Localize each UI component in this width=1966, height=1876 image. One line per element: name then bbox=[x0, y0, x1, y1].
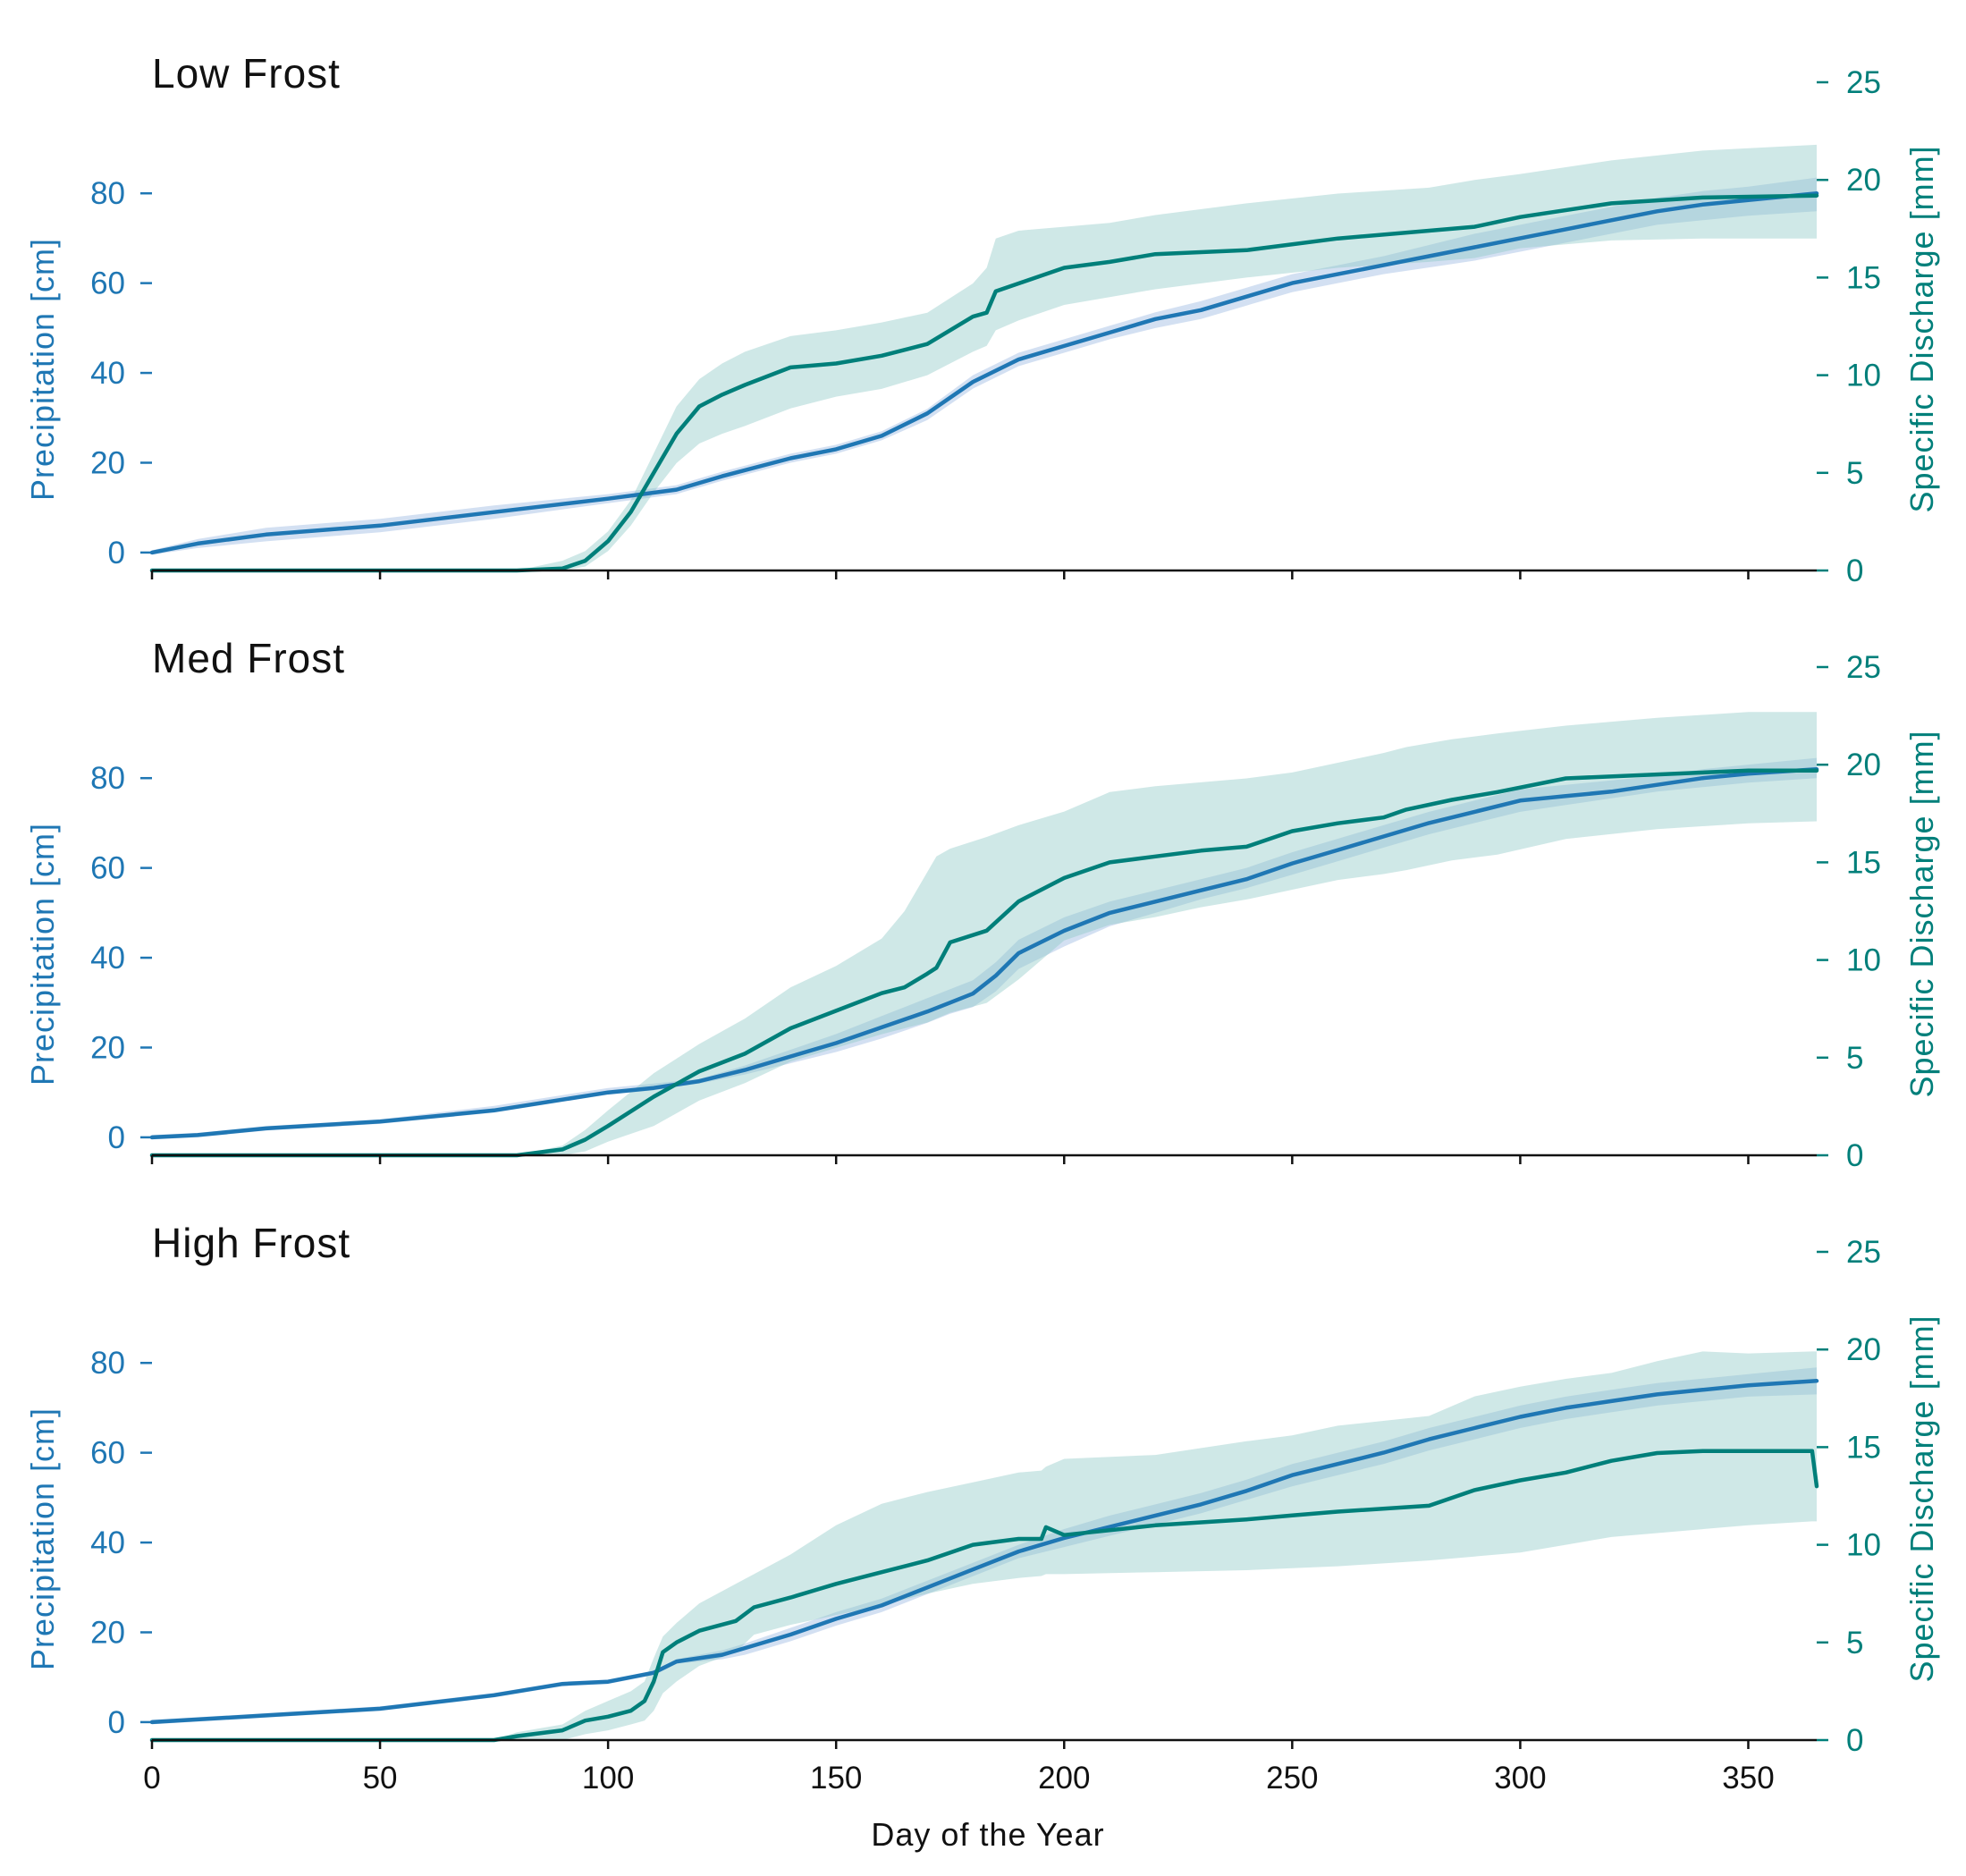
y-left-axis-title: Precipitation [cm] bbox=[24, 238, 61, 501]
y-right-tick-label: 5 bbox=[1846, 456, 1863, 491]
y-left-tick-label: 20 bbox=[90, 1030, 125, 1065]
y-left-tick-label: 40 bbox=[90, 941, 125, 976]
y-left-axis-title: Precipitation [cm] bbox=[24, 1407, 61, 1670]
y-right-tick-label: 20 bbox=[1846, 748, 1881, 782]
panel-title: Low Frost bbox=[152, 50, 341, 97]
y-left-tick-label: 80 bbox=[90, 176, 125, 211]
y-left-tick-label: 0 bbox=[108, 1120, 125, 1155]
y-right-tick-label: 10 bbox=[1846, 943, 1881, 978]
discharge-line bbox=[149, 768, 1819, 1158]
panel-med-frost: Med Frost 0 20 40 60 80 Precipitation [cm] 0 5 10… bbox=[24, 635, 1940, 1173]
y-left-tick-label: 80 bbox=[90, 1346, 125, 1381]
y-right-axis-title: Specific Discharge [mm] bbox=[1903, 730, 1940, 1097]
y-left-tick-label: 60 bbox=[90, 266, 125, 301]
y-left-tick-label: 0 bbox=[108, 1705, 125, 1740]
x-tick-label: 150 bbox=[810, 1761, 862, 1796]
y-right-tick-label: 25 bbox=[1846, 65, 1881, 100]
precipitation-line bbox=[149, 766, 1819, 1140]
y-right-tick-label: 20 bbox=[1846, 163, 1881, 198]
x-tick-label: 200 bbox=[1038, 1761, 1090, 1796]
precipitation-band bbox=[152, 177, 1817, 555]
y-left-tick-label: 80 bbox=[90, 761, 125, 796]
x-tick-label: 0 bbox=[143, 1761, 160, 1796]
x-tick-label: 300 bbox=[1494, 1761, 1546, 1796]
y-right-axis-title: Specific Discharge [mm] bbox=[1903, 1314, 1940, 1682]
y-right-tick-label: 15 bbox=[1846, 1430, 1881, 1465]
y-left-tick-label: 20 bbox=[90, 445, 125, 480]
x-axis-title: Day of the Year bbox=[871, 1816, 1104, 1853]
y-right-tick-label: 10 bbox=[1846, 1528, 1881, 1563]
discharge-band bbox=[152, 712, 1817, 1155]
x-tick-label: 50 bbox=[363, 1761, 398, 1796]
panel-low-frost: Low Frost 0 20 40 60 80 Precipitation [cm] 0 5 10… bbox=[24, 50, 1940, 588]
y-left-tick-label: 20 bbox=[90, 1615, 125, 1650]
precipitation-line bbox=[149, 190, 1819, 555]
y-right-tick-label: 5 bbox=[1846, 1041, 1863, 1076]
y-left-tick-label: 40 bbox=[90, 1525, 125, 1560]
panel-title: High Frost bbox=[152, 1220, 350, 1266]
y-right-tick-label: 0 bbox=[1846, 1723, 1863, 1758]
y-right-tick-label: 10 bbox=[1846, 359, 1881, 393]
y-right-tick-label: 25 bbox=[1846, 1235, 1881, 1270]
y-left-axis-title: Precipitation [cm] bbox=[24, 823, 61, 1086]
discharge-band bbox=[152, 144, 1817, 570]
y-right-axis-title: Specific Discharge [mm] bbox=[1903, 145, 1940, 512]
y-right-tick-label: 15 bbox=[1846, 845, 1881, 880]
discharge-band bbox=[152, 1351, 1817, 1740]
discharge-line bbox=[149, 193, 1819, 573]
precipitation-band bbox=[152, 1367, 1817, 1725]
y-right-tick-label: 25 bbox=[1846, 650, 1881, 685]
x-tick-label: 350 bbox=[1722, 1761, 1774, 1796]
precipitation-line bbox=[149, 1379, 1819, 1725]
y-right-tick-label: 0 bbox=[1846, 1138, 1863, 1173]
y-left-tick-label: 0 bbox=[108, 536, 125, 570]
y-left-tick-label: 60 bbox=[90, 1436, 125, 1471]
y-right-tick-label: 15 bbox=[1846, 260, 1881, 295]
y-left-tick-label: 40 bbox=[90, 356, 125, 391]
y-right-tick-label: 5 bbox=[1846, 1626, 1863, 1661]
x-tick-label: 250 bbox=[1266, 1761, 1318, 1796]
panel-title: Med Frost bbox=[152, 635, 345, 681]
y-right-tick-label: 20 bbox=[1846, 1332, 1881, 1367]
discharge-line bbox=[149, 1449, 1819, 1743]
x-tick-label: 100 bbox=[582, 1761, 634, 1796]
y-left-tick-label: 60 bbox=[90, 851, 125, 886]
y-right-tick-label: 0 bbox=[1846, 554, 1863, 588]
